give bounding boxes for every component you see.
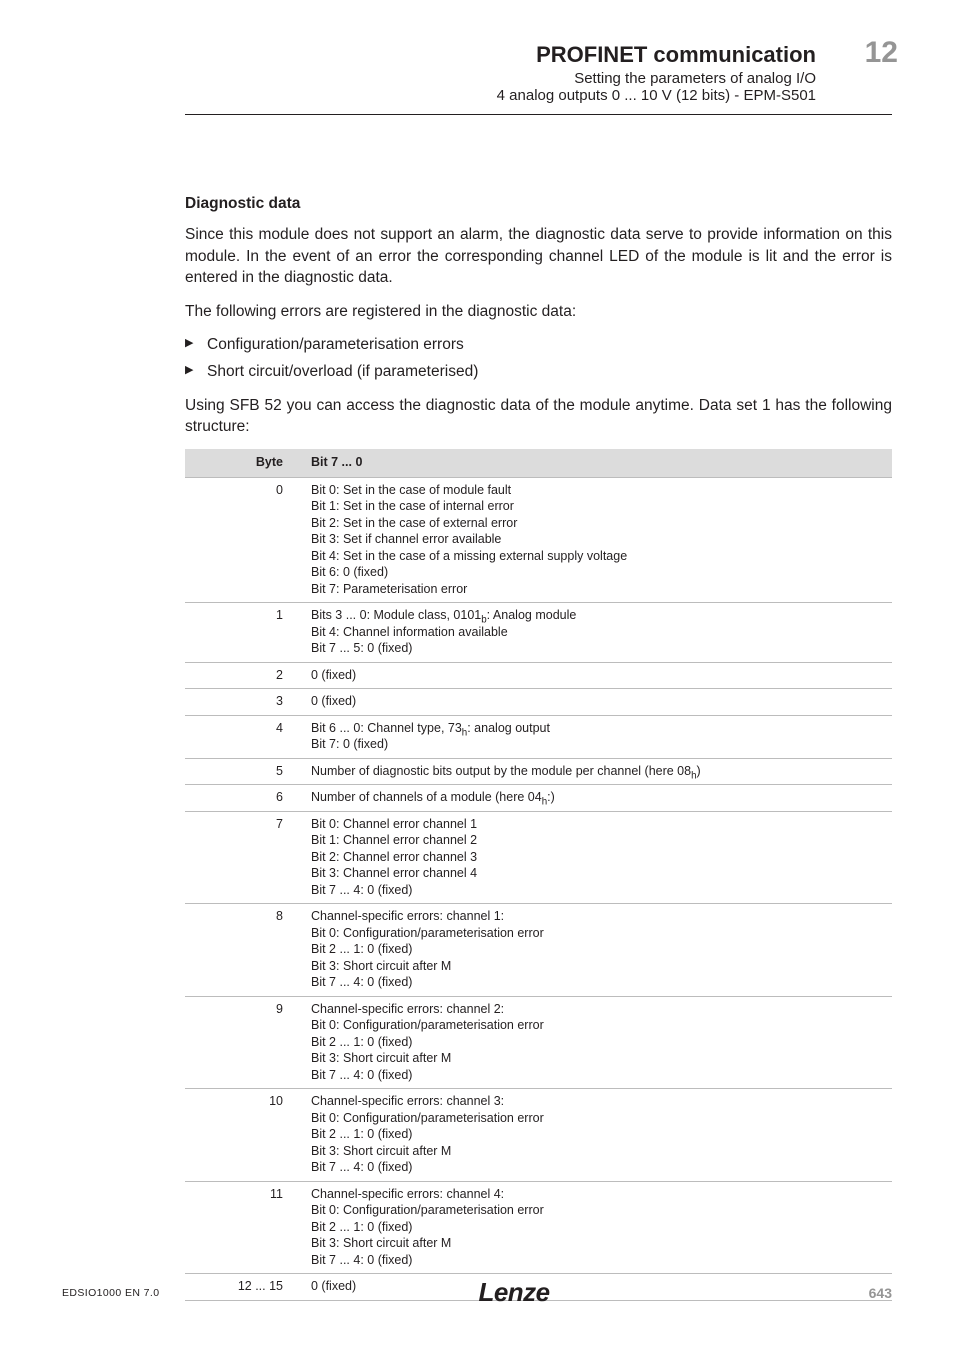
error-bullet-list: Configuration/parameterisation errors Sh… [185,334,892,383]
table-cell-description: 0 (fixed) [303,662,892,689]
header-subtitle-2: 4 analog outputs 0 ... 10 V (12 bits) - … [185,87,892,104]
table-cell-description: Channel-specific errors: channel 2:Bit 0… [303,996,892,1089]
table-row: 11Channel-specific errors: channel 4:Bit… [185,1181,892,1274]
table-cell-description: Number of channels of a module (here 04h… [303,785,892,812]
page-header: 12 PROFINET communication Setting the pa… [185,42,892,115]
table-row: 30 (fixed) [185,689,892,716]
table-cell-byte: 0 [185,477,303,603]
header-subtitle-1: Setting the parameters of analog I/O [185,70,892,87]
table-row: 5Number of diagnostic bits output by the… [185,758,892,785]
table-cell-byte: 6 [185,785,303,812]
table-header-byte: Byte [185,449,303,477]
table-cell-byte: 2 [185,662,303,689]
table-row: 8Channel-specific errors: channel 1:Bit … [185,904,892,997]
paragraph-sfb52: Using SFB 52 you can access the diagnost… [185,395,892,438]
bullet-item: Configuration/parameterisation errors [185,334,892,355]
table-cell-byte: 3 [185,689,303,716]
paragraph-intro: Since this module does not support an al… [185,224,892,288]
paragraph-errors-lead: The following errors are registered in t… [185,301,892,322]
table-cell-byte: 1 [185,603,303,663]
table-header-row: Byte Bit 7 ... 0 [185,449,892,477]
table-row: 7Bit 0: Channel error channel 1Bit 1: Ch… [185,811,892,904]
table-cell-description: Bit 0: Set in the case of module faultBi… [303,477,892,603]
page: 12 PROFINET communication Setting the pa… [0,0,954,1350]
table-header-bits: Bit 7 ... 0 [303,449,892,477]
page-footer: EDSIO1000 EN 7.0 Lenze 643 [62,1277,892,1308]
diagnostic-data-table: Byte Bit 7 ... 0 0Bit 0: Set in the case… [185,449,892,1300]
footer-doc-id: EDSIO1000 EN 7.0 [62,1287,159,1299]
table-cell-description: Bit 0: Channel error channel 1Bit 1: Cha… [303,811,892,904]
table-cell-byte: 8 [185,904,303,997]
table-cell-description: 0 (fixed) [303,689,892,716]
table-cell-byte: 4 [185,715,303,758]
header-title: PROFINET communication [185,42,892,68]
table-row: 1Bits 3 ... 0: Module class, 0101b: Anal… [185,603,892,663]
table-cell-byte: 9 [185,996,303,1089]
table-cell-byte: 5 [185,758,303,785]
table-cell-description: Bits 3 ... 0: Module class, 0101b: Analo… [303,603,892,663]
table-row: 0Bit 0: Set in the case of module faultB… [185,477,892,603]
table-cell-description: Channel-specific errors: channel 1:Bit 0… [303,904,892,997]
table-cell-description: Channel-specific errors: channel 3:Bit 0… [303,1089,892,1182]
table-row: 4Bit 6 ... 0: Channel type, 73h: analog … [185,715,892,758]
bullet-item: Short circuit/overload (if parameterised… [185,361,892,382]
table-cell-description: Channel-specific errors: channel 4:Bit 0… [303,1181,892,1274]
footer-page-number: 643 [869,1285,892,1301]
footer-logo: Lenze [478,1277,549,1308]
table-cell-byte: 7 [185,811,303,904]
table-cell-description: Number of diagnostic bits output by the … [303,758,892,785]
table-cell-byte: 11 [185,1181,303,1274]
chapter-number: 12 [865,36,898,70]
section-heading: Diagnostic data [185,193,892,214]
table-row: 6Number of channels of a module (here 04… [185,785,892,812]
table-row: 9Channel-specific errors: channel 2:Bit … [185,996,892,1089]
table-row: 20 (fixed) [185,662,892,689]
table-cell-description: Bit 6 ... 0: Channel type, 73h: analog o… [303,715,892,758]
content-body: Diagnostic data Since this module does n… [185,193,892,1301]
table-body: 0Bit 0: Set in the case of module faultB… [185,477,892,1300]
table-row: 10Channel-specific errors: channel 3:Bit… [185,1089,892,1182]
table-cell-byte: 10 [185,1089,303,1182]
